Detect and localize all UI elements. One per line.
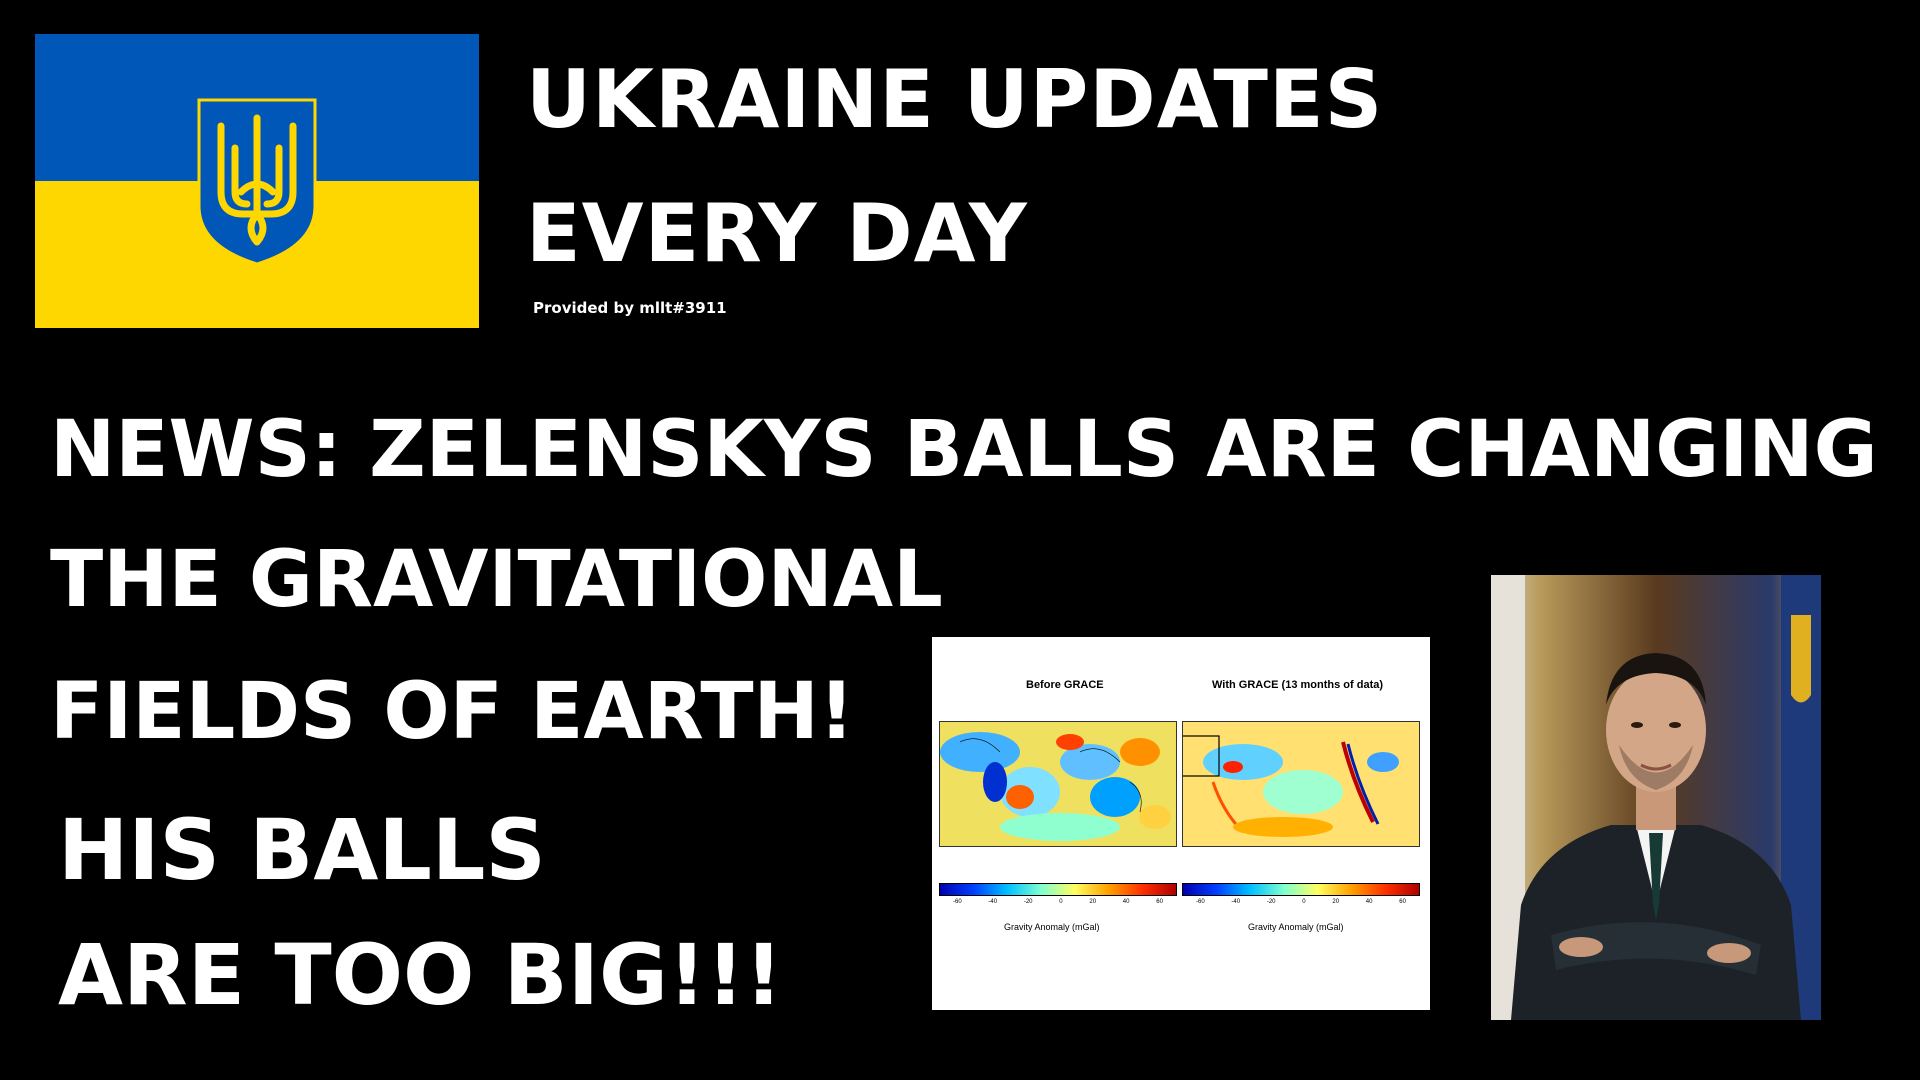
- gravity-anomaly-figure: Before GRACE With GRACE (13 months of da…: [932, 637, 1430, 1010]
- subline-line-1: HIS BALLS: [58, 801, 546, 899]
- tick-label: -20: [1023, 899, 1033, 905]
- tick-label: -60: [1196, 899, 1205, 905]
- tick-label: -60: [953, 899, 962, 905]
- tick-label: 60: [1156, 899, 1163, 905]
- colorbar-ticks-left: -60 -40 -20 0 20 40 60: [939, 899, 1177, 905]
- colorbar-left: [939, 883, 1177, 896]
- left-panel-title: Before GRACE: [1026, 679, 1104, 691]
- ukraine-flag: [35, 34, 479, 328]
- subline-line-2: ARE TOO BIG!!!: [58, 926, 783, 1024]
- headline-line-1: NEWS: ZELENSKYS BALLS ARE CHANGING: [50, 405, 1878, 495]
- right-panel-title: With GRACE (13 months of data): [1212, 679, 1384, 691]
- axis-label-right: Gravity Anomaly (mGal): [1248, 922, 1344, 932]
- tick-label: 60: [1399, 899, 1406, 905]
- title-line-2: EVERY DAY: [526, 187, 1028, 280]
- gravity-map-with-grace: [1182, 721, 1420, 847]
- gravity-map-before: [939, 721, 1177, 847]
- tick-label: -40: [988, 899, 998, 905]
- tick-label: 20: [1089, 899, 1097, 905]
- title-line-1: UKRAINE UPDATES: [526, 53, 1384, 146]
- headline-line-2: THE GRAVITATIONAL: [50, 535, 943, 625]
- colorbar-ticks-right: -60 -40 -20 0 20 40 60: [1182, 899, 1420, 905]
- tick-label: -40: [1231, 899, 1241, 905]
- axis-label-left: Gravity Anomaly (mGal): [1004, 922, 1100, 932]
- provided-by-credit: Provided by mllt#3911: [533, 299, 727, 317]
- colorbar-right: [1182, 883, 1420, 896]
- trident-icon: [197, 98, 317, 266]
- tick-label: 0: [1302, 899, 1306, 905]
- tick-label: -20: [1266, 899, 1276, 905]
- portrait-photo: [1491, 575, 1821, 1020]
- headline-line-3: FIELDS OF EARTH!: [50, 667, 855, 757]
- tick-label: 0: [1059, 899, 1063, 905]
- tick-label: 20: [1332, 899, 1340, 905]
- tick-label: 40: [1365, 899, 1373, 905]
- tick-label: 40: [1122, 899, 1130, 905]
